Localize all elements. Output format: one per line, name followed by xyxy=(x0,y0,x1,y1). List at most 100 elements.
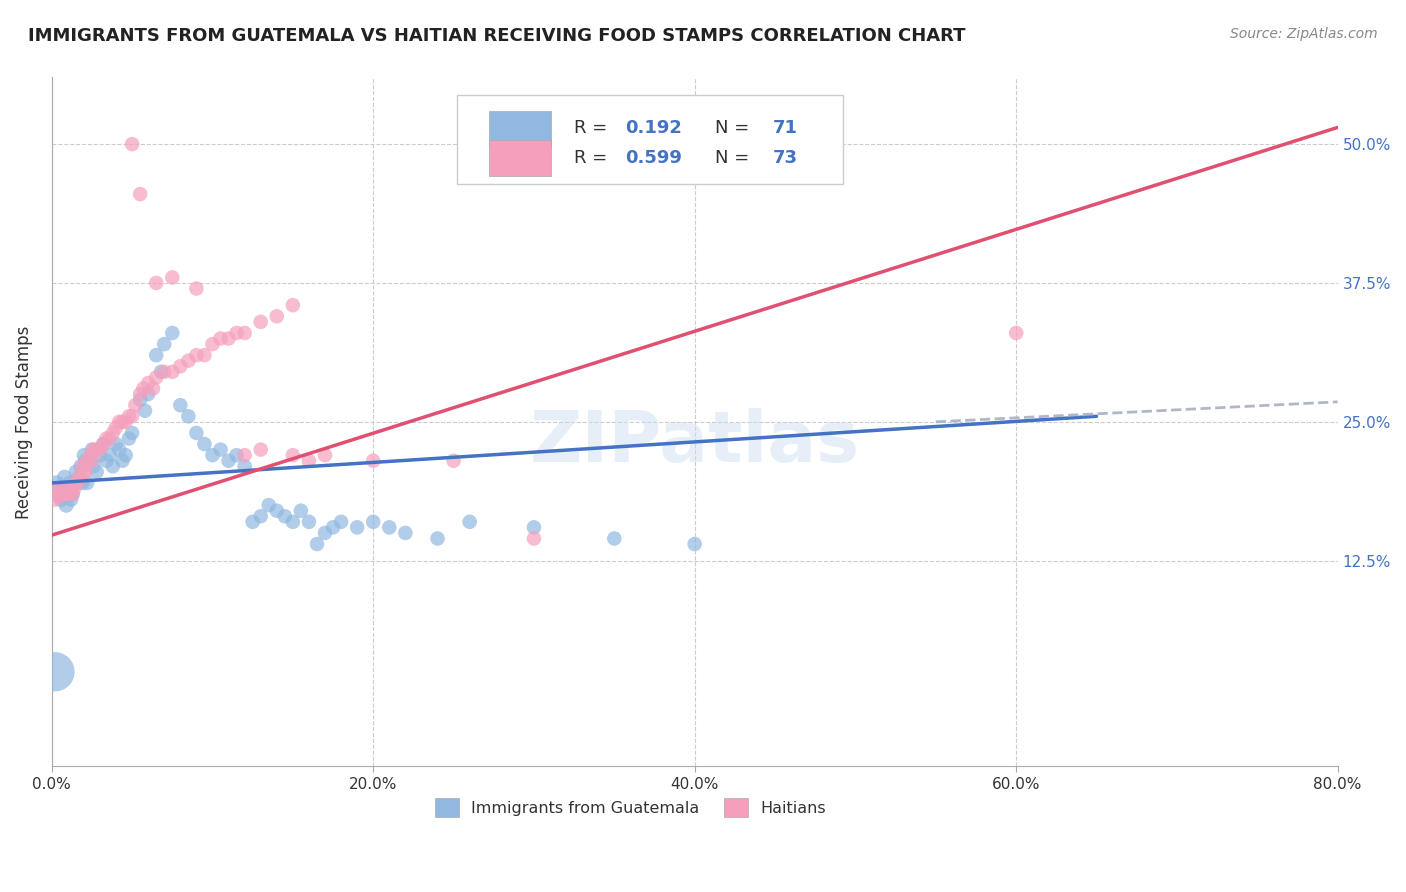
Point xyxy=(44,492,66,507)
Text: 0.192: 0.192 xyxy=(626,120,682,137)
Point xyxy=(186,281,208,295)
Point xyxy=(75,453,97,467)
Point xyxy=(225,448,247,462)
Point xyxy=(67,470,90,484)
Point xyxy=(523,520,546,534)
Point xyxy=(121,425,143,440)
Point xyxy=(132,382,155,396)
Point xyxy=(458,515,481,529)
Point xyxy=(101,425,124,440)
Point xyxy=(66,475,89,490)
Point xyxy=(86,465,108,479)
Point xyxy=(314,525,336,540)
Point xyxy=(86,442,108,457)
Point xyxy=(142,382,165,396)
Point xyxy=(193,437,215,451)
Point xyxy=(62,487,84,501)
Text: R =: R = xyxy=(574,120,613,137)
Point xyxy=(63,482,86,496)
Point xyxy=(56,487,79,501)
Point xyxy=(89,448,111,462)
Point xyxy=(249,509,271,524)
Point xyxy=(153,365,176,379)
Point xyxy=(105,420,128,434)
Point xyxy=(44,665,66,679)
Point xyxy=(257,498,280,512)
Point xyxy=(89,442,111,457)
Bar xyxy=(489,111,551,146)
Point xyxy=(150,365,173,379)
Point xyxy=(121,137,143,152)
FancyBboxPatch shape xyxy=(457,95,842,185)
Point xyxy=(60,482,83,496)
Point xyxy=(177,353,200,368)
Point xyxy=(114,415,136,429)
Point xyxy=(426,532,449,546)
Point xyxy=(73,465,96,479)
Point xyxy=(58,475,80,490)
Text: R =: R = xyxy=(574,149,613,167)
Point xyxy=(66,475,89,490)
Point xyxy=(91,437,114,451)
Point xyxy=(153,337,176,351)
Point xyxy=(73,448,96,462)
Point xyxy=(330,515,353,529)
Point xyxy=(361,515,384,529)
Text: 73: 73 xyxy=(773,149,799,167)
Y-axis label: Receiving Food Stamps: Receiving Food Stamps xyxy=(15,326,32,518)
Point xyxy=(72,459,94,474)
Point xyxy=(76,453,98,467)
Point xyxy=(53,470,76,484)
Point xyxy=(314,448,336,462)
Point xyxy=(249,442,271,457)
Point xyxy=(1005,326,1028,340)
Point xyxy=(51,487,73,501)
Point xyxy=(281,515,304,529)
Point xyxy=(186,425,208,440)
Point xyxy=(201,337,224,351)
Point xyxy=(49,487,72,501)
Point xyxy=(118,432,141,446)
Bar xyxy=(489,140,551,176)
Point xyxy=(683,537,706,551)
Point xyxy=(69,470,91,484)
Point xyxy=(193,348,215,362)
Point xyxy=(111,415,134,429)
Text: N =: N = xyxy=(716,120,755,137)
Point xyxy=(242,515,264,529)
Text: Source: ZipAtlas.com: Source: ZipAtlas.com xyxy=(1230,27,1378,41)
Point xyxy=(209,442,232,457)
Point xyxy=(361,453,384,467)
Point xyxy=(98,448,121,462)
Point xyxy=(65,465,87,479)
Point xyxy=(281,448,304,462)
Point xyxy=(75,465,97,479)
Point xyxy=(145,276,167,290)
Point xyxy=(378,520,401,534)
Point xyxy=(118,409,141,424)
Point xyxy=(51,492,73,507)
Point xyxy=(225,326,247,340)
Point xyxy=(108,442,131,457)
Point xyxy=(67,470,90,484)
Point xyxy=(298,515,321,529)
Text: N =: N = xyxy=(716,149,755,167)
Point xyxy=(322,520,344,534)
Point xyxy=(298,453,321,467)
Point xyxy=(266,310,288,324)
Point xyxy=(83,459,105,474)
Point xyxy=(162,270,184,285)
Point xyxy=(65,475,87,490)
Point xyxy=(162,365,184,379)
Point xyxy=(233,448,256,462)
Point xyxy=(266,504,288,518)
Point xyxy=(46,489,69,503)
Point xyxy=(129,187,152,202)
Point xyxy=(105,437,128,451)
Point xyxy=(209,331,232,345)
Point xyxy=(101,459,124,474)
Point xyxy=(169,359,191,374)
Point xyxy=(177,409,200,424)
Point xyxy=(45,475,67,490)
Point xyxy=(45,482,67,496)
